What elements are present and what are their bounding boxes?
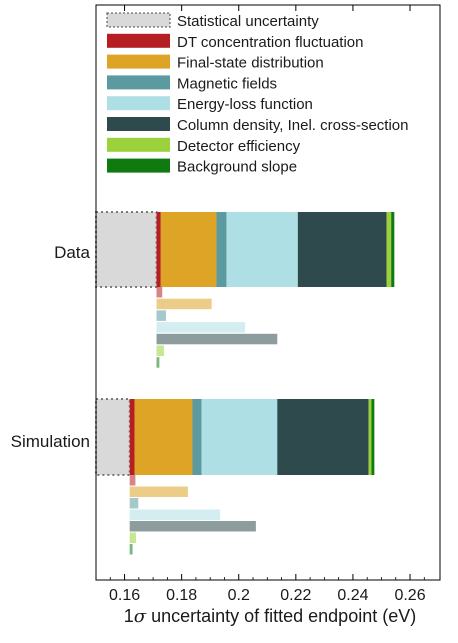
bar-data-stack-det [386, 212, 392, 287]
legend-label-fsd: Final-state distribution [177, 55, 324, 72]
bar-simulation-stack-mag [192, 399, 202, 475]
x-tick-label-2: 0.2 [228, 587, 250, 604]
bar-data-single-fsd [156, 298, 212, 310]
x-tick-label-3: 0.22 [280, 587, 311, 604]
bar-data-stack-mag [216, 212, 227, 287]
legend: Statistical uncertainty DT concentration … [106, 12, 408, 176]
bar-simulation-single-eloss [129, 509, 221, 520]
legend-label-bkg: Background slope [177, 159, 297, 176]
bar-simulation-stack-dt [129, 399, 135, 475]
bar-data-stack-bkg [391, 212, 395, 287]
legend-swatch-eloss [107, 96, 170, 111]
bar-simulation-single-dt [129, 475, 136, 486]
x-tick-label-4: 0.24 [337, 587, 368, 604]
group-label-data: Data [54, 243, 90, 262]
bar-simulation-stack-bkg [371, 399, 375, 475]
bar-data-stack-column [297, 212, 387, 287]
x-axis-label-rest: uncertainty of fitted endpoint (eV) [146, 606, 416, 626]
x-axis-label: 1σ uncertainty of fitted endpoint (eV) [124, 606, 416, 627]
x-tick-label-0: 0.16 [109, 587, 140, 604]
bar-data-stack-eloss [226, 212, 298, 287]
legend-swatch-bkg [107, 158, 170, 173]
group-labels: Data Simulation [11, 243, 91, 451]
bar-data-single-det [156, 345, 164, 356]
bar-simulation-single-fsd [129, 486, 188, 497]
plot-frame [95, 4, 441, 581]
bar-simulation-stack-eloss [201, 399, 278, 475]
legend-label-eloss: Energy-loss function [177, 96, 313, 113]
legend-swatch-column [107, 117, 170, 131]
legend-swatch-fsd [107, 54, 170, 69]
x-tick-label-1: 0.18 [166, 587, 197, 604]
x-axis-label-prefix: 1 [124, 606, 134, 626]
bar-simulation-stat [95, 398, 131, 476]
bar-simulation-stack-fsd [134, 399, 193, 475]
legend-label-stat: Statistical uncertainty [177, 13, 319, 30]
bar-simulation-single-det [129, 532, 136, 543]
bar-data-single-column [156, 333, 278, 345]
bar-simulation-single-bkg [129, 544, 133, 555]
bar-data-single-eloss [156, 322, 246, 333]
legend-swatch-dt [107, 33, 170, 48]
legend-label-column: Column density, Inel. cross-section [177, 117, 408, 134]
bar-data-stack-dt [156, 212, 161, 287]
x-tick-label-5: 0.26 [394, 587, 425, 604]
bar-data-stack-fsd [160, 212, 217, 287]
bar-data-single-dt [156, 287, 163, 298]
legend-swatch-stat [106, 12, 171, 28]
group-data [95, 211, 395, 368]
bars [95, 211, 395, 555]
legend-swatch-mag [107, 75, 170, 90]
x-axis-label-sigma: σ [134, 606, 147, 627]
legend-label-mag: Magnetic fields [177, 75, 277, 92]
group-simulation [95, 398, 375, 555]
bar-data-single-mag [156, 310, 166, 321]
bar-simulation-stack-det [368, 399, 372, 475]
x-axis: 0.16 0.18 0.2 0.22 0.24 0.26 [95, 5, 426, 604]
bar-simulation-single-mag [129, 498, 139, 509]
group-label-simulation: Simulation [11, 432, 90, 451]
bar-data-stat [95, 211, 158, 288]
bar-simulation-stack-column [277, 399, 369, 475]
legend-swatch-det [107, 137, 170, 152]
bar-simulation-single-column [129, 521, 256, 532]
bar-data-single-bkg [156, 357, 160, 368]
legend-label-dt: DT concentration fluctuation [177, 34, 364, 51]
legend-label-det: Detector efficiency [177, 138, 301, 155]
